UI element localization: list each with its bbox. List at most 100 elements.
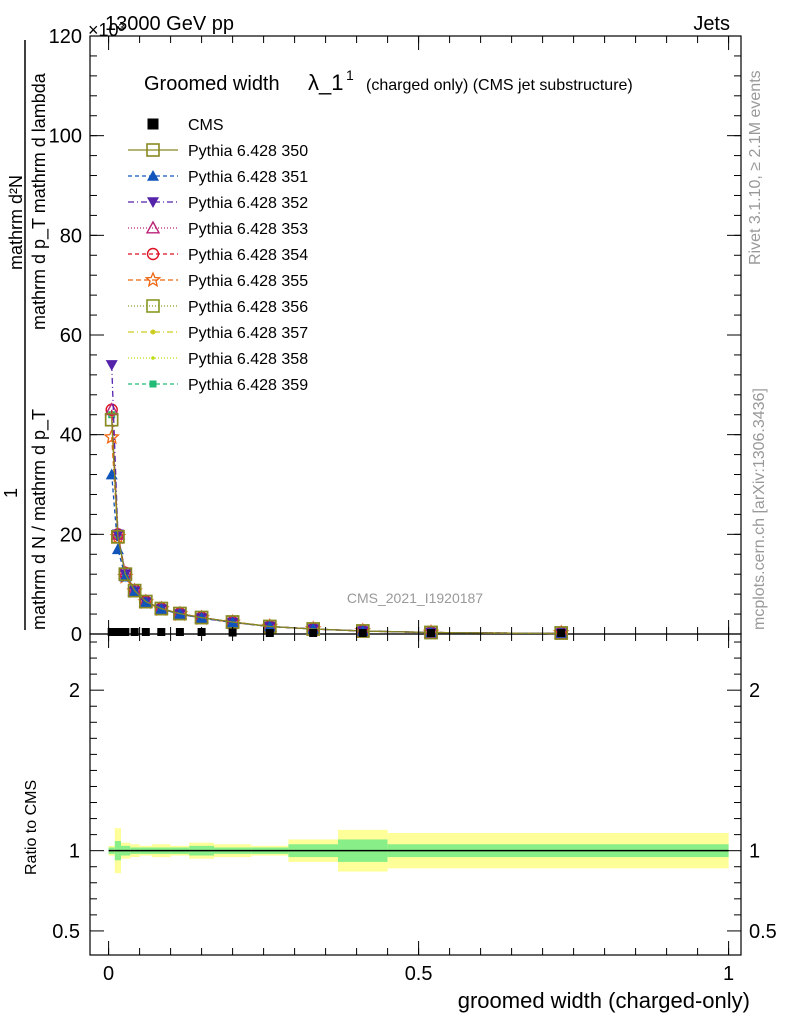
data-point [111,543,124,555]
ratio-ylabel: Ratio to CMS [23,780,40,875]
legend: CMS Pythia 6.428 350 Pythia 6.428 351 Pythi… [128,117,308,394]
y-tick-label: 120 [49,26,82,48]
data-point [141,628,150,637]
series-8 [109,412,564,636]
ratio-y-tick-label: 2 [69,680,80,702]
data-point [144,271,162,288]
ylabel-den: mathrm d N / mathrm d p_T [29,409,50,630]
series-line [111,414,562,635]
legend-item: Pythia 6.428 353 [128,220,308,238]
legend-label: Pythia 6.428 353 [188,221,308,238]
legend-label: Pythia 6.428 350 [188,143,308,160]
ratio-y-tick-label: 1 [69,841,80,863]
header-left: 13000 GeV pp [105,13,234,35]
ylabel-num-den: mathrm d p_T mathrm d lambda [29,72,50,330]
ratio-y-tick-label: 1 [749,841,760,863]
data-point [104,402,119,416]
data-point [557,629,566,637]
legend-item: Pythia 6.428 352 [128,195,308,212]
data-point [121,628,130,637]
legend-label: Pythia 6.428 358 [188,351,308,368]
legend-item: Pythia 6.428 351 [128,169,308,186]
data-point [265,629,274,637]
ratio-panel-frame [89,633,742,956]
y-tick-label: 40 [60,425,82,447]
series-10 [108,411,565,637]
main-series [103,360,570,641]
data-point [424,625,438,640]
plot-title: Groomed width λ_1 1 (charged only) (CMS … [144,67,633,95]
data-point [157,628,166,637]
x-tick-label: 0.5 [405,963,433,985]
header-right: Jets [693,13,730,35]
y-tick-label: 20 [60,524,82,546]
data-point [103,428,121,445]
series-line [111,419,562,635]
series-9 [109,412,563,635]
y-tick-label: 80 [60,225,82,247]
title-suffix: (charged only) (CMS jet substructure) [366,77,633,94]
data-point [118,567,133,582]
series-line [111,409,562,635]
ratio-y-tick-label: 2 [749,680,760,702]
series-line [111,414,562,635]
legend-label: Pythia 6.428 356 [188,299,308,316]
series-7 [104,412,569,640]
legend-item: Pythia 6.428 354 [128,247,308,264]
data-point [107,628,116,637]
xlabel: groomed width (charged-only) [458,988,750,1013]
data-point [147,118,159,130]
legend-label: Pythia 6.428 351 [188,169,308,186]
data-point [139,594,153,609]
data-point [130,628,139,637]
data-point [147,170,159,181]
data-point [154,601,169,616]
watermark: CMS_2021_I1920187 [347,590,483,606]
title-lambda: λ_1 [308,70,343,95]
main-ylabel: mathrm d²N mathrm d p_T mathrm d lambda … [1,40,50,630]
legend-label: Pythia 6.428 355 [188,273,308,290]
legend-item: Pythia 6.428 350 [128,143,308,160]
data-point [150,329,156,335]
legend-label: CMS [188,117,224,134]
legend-label: Pythia 6.428 352 [188,195,308,212]
data-point [427,629,435,637]
legend-label: Pythia 6.428 354 [188,247,308,264]
y-tick-label: 100 [49,126,82,148]
data-point [309,629,318,637]
legend-item: Pythia 6.428 356 [128,299,308,316]
data-point [104,412,119,427]
data-point [146,143,160,157]
series-line [111,419,562,635]
legend-item: Pythia 6.428 357 [128,325,308,342]
series-line [111,409,562,635]
legend-item: Pythia 6.428 358 [128,351,308,368]
series-line [111,414,562,635]
legend-item: Pythia 6.428 359 [128,377,308,394]
data-point [175,628,184,637]
data-point [358,629,367,637]
data-point [146,299,160,313]
data-point [146,247,160,261]
data-point [173,606,187,621]
data-point [194,610,209,625]
data-point [111,530,125,544]
legend-label: Pythia 6.428 359 [188,377,308,394]
series-1 [104,412,569,640]
series-4 [104,402,569,639]
ratio-y-tick-label: 0.5 [52,921,80,943]
ratio-y-tick-label: 0.5 [749,921,777,943]
title-main: Groomed width [144,73,280,95]
ylabel-num: mathrm d²N [6,175,26,270]
data-point [145,220,161,234]
title-superscript: 1 [346,67,354,83]
legend-item: CMS [147,117,224,134]
legend-label: Pythia 6.428 357 [188,325,308,342]
data-point [113,628,122,637]
series-line [111,437,562,635]
y-tick-label: 60 [60,325,82,347]
x-tick-label: 0 [103,963,114,985]
data-point [147,197,159,208]
rivet-label: Rivet 3.1.10, ≥ 2.1M events [747,70,764,265]
y-tick-label: 0 [71,624,82,646]
